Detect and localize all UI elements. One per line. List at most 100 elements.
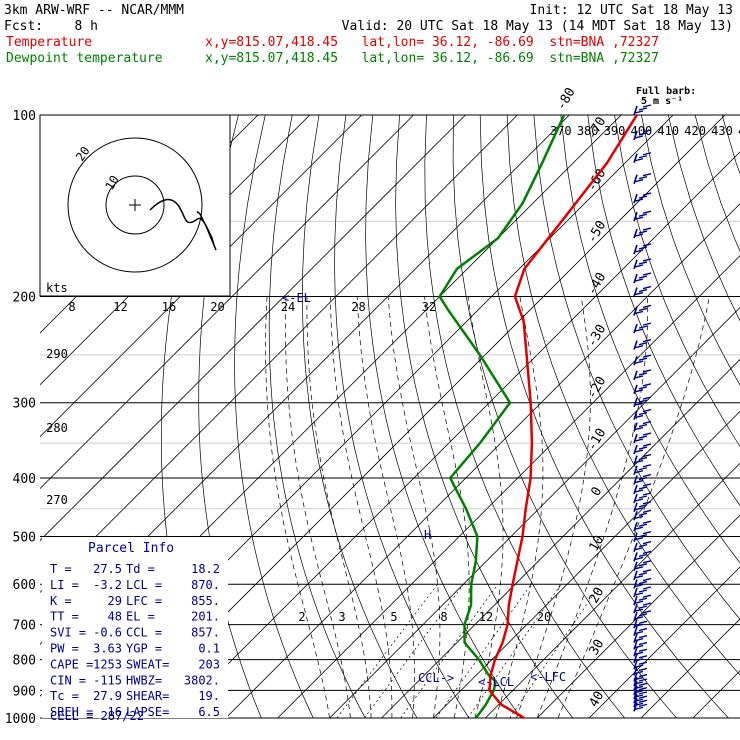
wind-barb-flag	[638, 467, 648, 471]
wind-barb-flag	[638, 275, 648, 279]
wind-barb-flag	[638, 399, 648, 403]
parcel-info-cell: -3.2	[93, 578, 122, 592]
wind-barb-flag	[634, 470, 644, 474]
wind-barb-staff	[633, 681, 638, 691]
wind-barb-flag	[634, 630, 644, 635]
wind-barb-flag	[634, 623, 644, 627]
wind-barb-flag	[638, 307, 648, 312]
parcel-info-cell: 857.	[191, 626, 220, 640]
parcel-info-cell: LFC =	[126, 594, 162, 608]
wind-barb-flag	[638, 476, 648, 481]
isotherm-label: 30	[587, 637, 608, 658]
wind-barb-flag	[638, 589, 648, 593]
height-marker: H	[424, 528, 431, 542]
wind-barb-staff	[633, 693, 638, 704]
parcel-info-cell: 855.	[191, 594, 220, 608]
wind-barb-flag	[638, 678, 648, 682]
mixing-ratio-label: 8	[440, 610, 447, 624]
wind-barb-flag	[638, 563, 648, 567]
wind-barb-flag	[634, 608, 644, 612]
wind-barb-flag	[634, 575, 644, 579]
wind-barb-flag	[634, 278, 644, 282]
theta-label: 280	[46, 421, 68, 435]
parcel-info-cell: 27.9	[93, 689, 122, 703]
wind-barb-staff	[633, 532, 638, 542]
dry-adiabat	[506, 115, 740, 676]
parcel-info-cell: EL =	[126, 610, 155, 624]
wind-barb-flag	[638, 246, 648, 250]
parcel-info-cell: CIN =	[50, 673, 86, 687]
isotherm-line	[329, 307, 740, 718]
wind-barb-staff	[633, 493, 638, 504]
wind-barb-flag	[634, 556, 644, 561]
pressure-labels: 100 200 300 400 500 600 700 800 900 1000	[5, 109, 36, 727]
wind-barb-flag	[638, 597, 648, 601]
isotherm-label: -50	[585, 218, 610, 246]
dry-adiabat	[587, 115, 740, 506]
parcel-info-cell: -0.6	[93, 626, 122, 640]
pressure-tick-label: 300	[13, 397, 36, 412]
parcel-info-cell: 3802.	[184, 673, 220, 687]
isotherm-line	[485, 462, 740, 718]
wind-barb-flag	[642, 396, 652, 400]
wind-barb-flag	[638, 325, 648, 329]
parcel-info-cell: YGP =	[126, 642, 162, 656]
wind-barb-flag	[638, 176, 648, 180]
wind-barb-staff	[633, 676, 638, 687]
parcel-info-cell: 19.	[198, 689, 220, 703]
moist-adiabat	[495, 296, 544, 718]
wind-barb-staff	[633, 561, 638, 572]
isotherm-label: -40	[585, 270, 610, 298]
wind-barb-flag	[638, 580, 648, 585]
wind-barb-staff	[633, 653, 638, 664]
wind-barb-flag	[638, 230, 648, 234]
wind-barb-flag	[642, 483, 652, 487]
wind-barb-flag	[634, 592, 644, 596]
wind-barb-flag	[638, 261, 648, 265]
parcel-info-cell: K =	[50, 594, 72, 608]
parcel-info-background	[42, 537, 228, 718]
isotherm-line	[173, 151, 740, 718]
parcel-info-cell: 1253	[93, 657, 122, 671]
wind-barb-flag	[642, 594, 652, 598]
wind-barb-flag	[638, 132, 648, 136]
wind-barb-flag	[642, 464, 652, 468]
wind-barb-staff	[633, 595, 638, 606]
wind-barb-flag	[642, 530, 652, 535]
wind-barb-flag	[642, 432, 652, 436]
wind-barb-flag	[634, 600, 644, 604]
pressure-tick-label: 800	[13, 654, 36, 669]
wind-barb-flag	[638, 288, 648, 293]
isotherm-label: -80	[554, 85, 579, 113]
wind-barb-flag	[638, 695, 648, 699]
wind-barb-flag	[634, 498, 644, 502]
wind-barb-flag	[634, 566, 644, 570]
wind-barb-flag	[634, 616, 644, 620]
wind-barb-flag	[634, 526, 644, 530]
wind-barb-flag	[634, 179, 644, 183]
dry-adiabat	[479, 115, 729, 718]
moist-adiabat	[387, 296, 441, 718]
parcel-info-rows: T = 27.5 Td = 18.2 LI = -3.2 LCL = 870. K = 29 LFC…	[50, 562, 220, 719]
wind-barb-flag	[638, 667, 648, 672]
wind-barb-flag	[634, 233, 644, 237]
wind-barb-flag	[638, 456, 648, 461]
lcl-marker: <-LCL	[478, 675, 514, 689]
barb-legend-label: Full barb:	[636, 86, 696, 97]
hodograph-units-label: kts	[46, 281, 68, 295]
wind-barb-staff	[633, 465, 638, 476]
wind-barb-flag	[642, 560, 652, 564]
wind-barb-flag	[638, 195, 648, 199]
wind-barb-flag	[634, 479, 644, 484]
wind-barb-flag	[634, 328, 644, 332]
wind-barb-flag	[642, 602, 652, 606]
wind-barb-flag	[638, 655, 648, 659]
wind-barb-flag	[634, 547, 644, 551]
wind-barb-flag	[642, 420, 652, 425]
pressure-tick-label: 500	[13, 530, 36, 545]
wind-barb-staff	[633, 193, 638, 204]
dry-adiabat	[268, 115, 366, 718]
mixing-ratio-label: 28	[351, 300, 365, 314]
wind-barb-flag	[638, 512, 648, 516]
wind-barb-staff	[633, 511, 638, 521]
